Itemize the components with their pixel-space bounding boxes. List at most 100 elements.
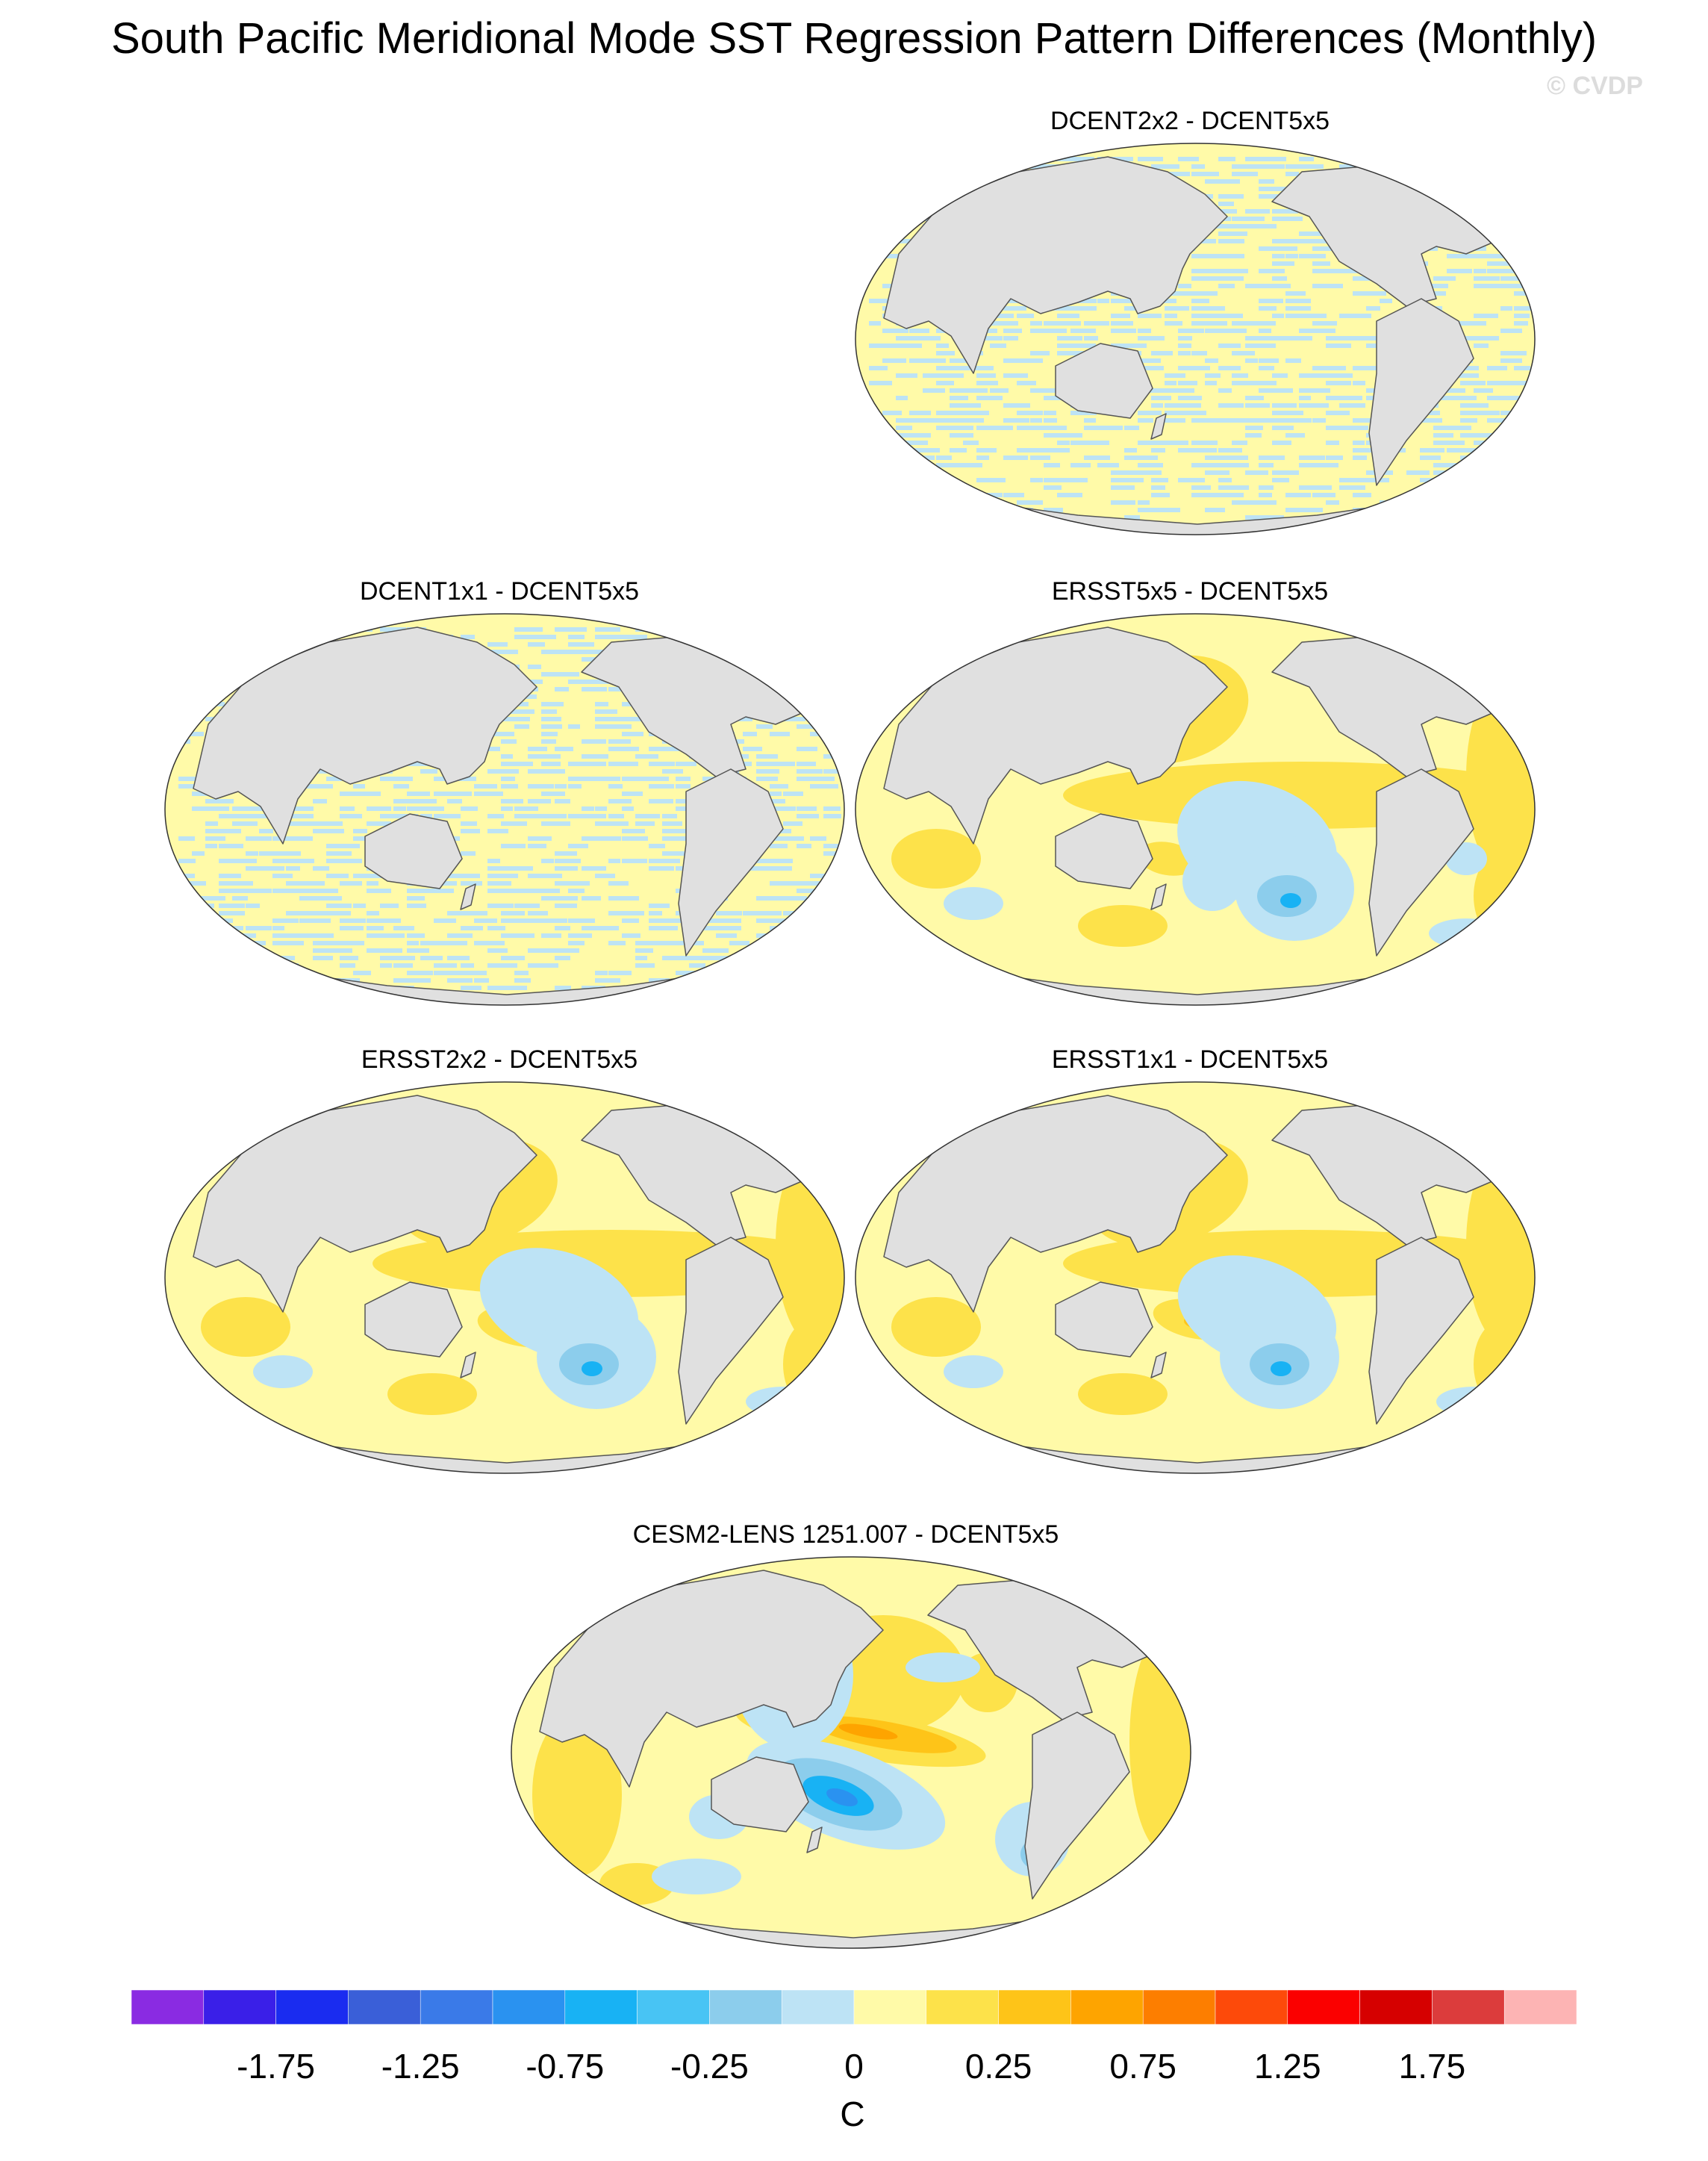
panel-1-stripe-cell <box>514 709 534 714</box>
panel-1-stripe-cell <box>393 627 406 632</box>
panel-5-land-greenland <box>1129 1570 1168 1623</box>
panel-0-stripe-cell <box>1514 217 1535 221</box>
panel-0-stripe-cell <box>1433 284 1448 288</box>
panel-1-stripe-cell <box>797 762 816 766</box>
panel-1-stripe-cell <box>340 963 355 968</box>
panel-1-stripe-cell <box>434 918 456 923</box>
panel-1-stripe-cell <box>541 650 556 654</box>
panel-0-stripe-cell <box>1191 463 1213 467</box>
panel-1-stripe-cell <box>608 784 623 789</box>
panel-0-stripe-cell <box>1070 157 1094 161</box>
panel-0-stripe-cell <box>1138 329 1151 333</box>
panel-1-stripe-cell <box>340 792 364 796</box>
panel-0-stripe-cell <box>923 194 938 199</box>
panel-1-stripe-cell <box>447 971 464 975</box>
panel-1-stripe-cell <box>407 933 425 938</box>
panel-0-stripe-cell <box>1138 441 1155 445</box>
panel-0-stripe-cell <box>1272 373 1288 378</box>
panel-1-stripe-cell <box>192 709 207 714</box>
panel-0-stripe-cell <box>882 508 902 512</box>
panel-0-stripe-cell <box>1111 314 1130 318</box>
panel-5-contour-region <box>826 1788 858 1807</box>
panel-1-stripe-cell <box>313 941 331 945</box>
panel-0-stripe-cell <box>976 455 989 460</box>
panel-0-stripe-cell <box>1259 246 1277 251</box>
map-panel-ersst5x5 <box>855 613 1536 1006</box>
panel-3-land-greenland <box>782 1095 821 1148</box>
panel-1-stripe-cell <box>340 859 362 863</box>
panel-0-stripe-cell <box>1191 164 1205 169</box>
panel-0-stripe-cell <box>1447 448 1465 453</box>
panel-0-stripe-cell <box>1245 470 1268 475</box>
panel-1-stripe-cell <box>313 948 337 953</box>
panel-1-stripe-cell <box>716 650 735 654</box>
panel-1-stripe-cell <box>555 881 571 886</box>
panel-1-stripe-cell <box>729 657 752 662</box>
panel-1-stripe-cell <box>286 851 301 856</box>
panel-0-stripe-cell <box>1285 209 1298 214</box>
panel-1-stripe-cell <box>380 627 405 632</box>
panel-0-stripe-cell <box>1514 441 1533 445</box>
panel-1-stripe-cell <box>608 635 626 639</box>
panel-1-stripe-cell <box>595 717 612 721</box>
panel-0-stripe-cell <box>1299 157 1314 161</box>
panel-1-stripe-cell <box>178 642 192 647</box>
panel-1-stripe-cell <box>810 657 834 662</box>
panel-0-stripe-cell <box>1003 403 1018 408</box>
panel-0-stripe-cell <box>1474 500 1489 505</box>
panel-3-map-frame <box>164 1081 845 1474</box>
panel-0-stripe-cell <box>1044 478 1062 482</box>
panel-1-stripe-cell <box>326 859 341 863</box>
panel-1-stripe-cell <box>407 896 425 901</box>
panel-1-stripe-cell <box>541 821 559 826</box>
panel-1-stripe-cell <box>246 851 258 856</box>
panel-0-stripe-cell <box>1447 426 1471 430</box>
panel-1-stripe-cell <box>192 650 206 654</box>
panel-1-stripe-cell <box>514 806 538 811</box>
panel-0-stripe-cell <box>1178 157 1199 161</box>
panel-0-stripe-cell <box>1151 485 1165 490</box>
panel-0-stripe-cell <box>909 336 934 341</box>
panel-1-stripe-cell <box>286 986 303 990</box>
panel-0-stripe-cell <box>923 164 935 169</box>
panel-1-stripe-cell <box>555 799 570 803</box>
panel-1-stripe-cell <box>582 777 607 781</box>
colorbar-swatch <box>709 1990 782 2024</box>
panel-1-stripe-cell <box>205 806 229 811</box>
panel-1-stripe-cell <box>326 874 349 878</box>
panel-1-stripe-cell <box>514 702 529 706</box>
panel-0-stripe-cell <box>1500 508 1522 512</box>
panel-0-stripe-cell <box>1070 306 1093 311</box>
panel-0-stripe-cell <box>950 373 964 378</box>
colorbar-swatch <box>564 1990 638 2024</box>
panel-1-stripe-cell <box>756 769 779 774</box>
panel-1-stripe-cell <box>286 806 308 811</box>
panel-1-stripe-cell <box>756 866 777 871</box>
colorbar-swatch <box>1432 1990 1505 2024</box>
panel-0-stripe-cell <box>1500 500 1519 505</box>
panel-1-stripe-cell <box>461 926 483 930</box>
panel-0-stripe-cell <box>963 403 981 408</box>
panel-1-stripe-cell <box>716 978 736 983</box>
panel-1-stripe-cell <box>797 889 811 893</box>
panel-0-stripe-cell <box>1500 455 1514 460</box>
panel-1-stripe-cell <box>823 650 838 654</box>
panel-0-stripe-cell <box>1084 321 1102 326</box>
panel-0-stripe-cell <box>1433 194 1459 199</box>
panel-1-stripe-cell <box>756 918 779 923</box>
panel-0-stripe-cell <box>1178 388 1194 393</box>
panel-1-stripe-cell <box>232 911 245 915</box>
panel-1-stripe-cell <box>514 762 533 766</box>
panel-1-stripe-cell <box>823 956 844 960</box>
panel-0-stripe-cell <box>1366 164 1378 169</box>
panel-0-stripe-cell <box>1003 321 1018 326</box>
panel-0-stripe-cell <box>1165 172 1190 176</box>
panel-1-stripe-cell <box>568 918 582 923</box>
panel-0-stripe-cell <box>1070 299 1097 303</box>
panel-1-stripe-cell <box>541 889 560 893</box>
panel-0-stripe-cell <box>909 433 931 438</box>
panel-0-stripe-cell <box>1366 291 1386 296</box>
panel-title-ersst1x1: ERSST1x1 - DCENT5x5 <box>1051 1045 1329 1074</box>
panel-1-stripe-cell <box>595 754 608 759</box>
panel-0-stripe-cell <box>1460 269 1472 273</box>
